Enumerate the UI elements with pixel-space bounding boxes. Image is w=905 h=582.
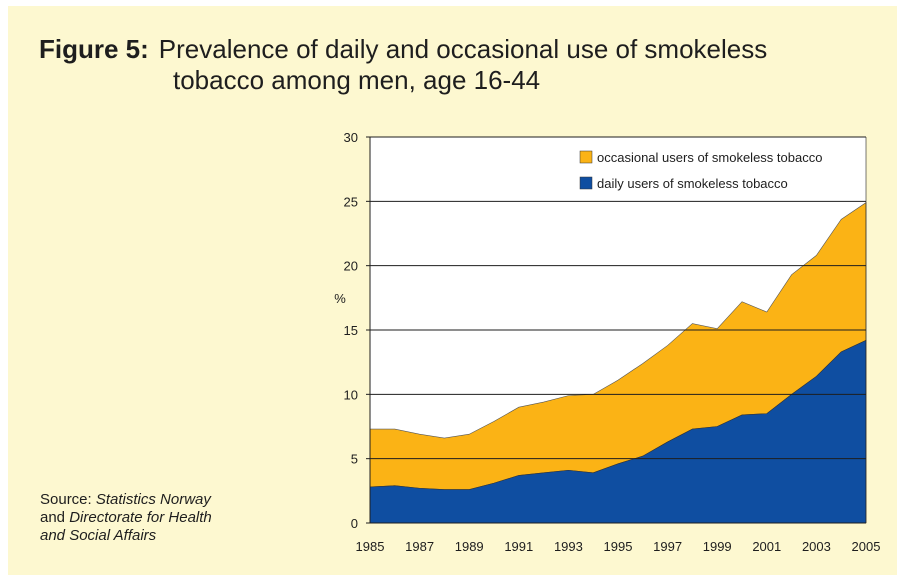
figure-title-line2: tobacco among men, age 16-44 — [173, 65, 541, 95]
legend-label: occasional users of smokeless tobacco — [597, 150, 822, 165]
x-tick-label: 1993 — [554, 539, 583, 554]
x-tick-label: 2005 — [852, 539, 881, 554]
y-tick-labels: 0 5 10 15 20 25 30 — [344, 130, 358, 531]
source-and: and — [40, 509, 66, 526]
x-tick-label: 1989 — [455, 539, 484, 554]
axes — [366, 136, 867, 524]
y-tick-label: 30 — [344, 130, 358, 145]
y-tick-label: 10 — [344, 387, 358, 402]
y-tick-label: 25 — [344, 194, 358, 209]
figure-title: Figure 5: Prevalence of daily and occasio… — [39, 34, 767, 96]
source-note: Source: Statistics Norway and Directorat… — [40, 491, 212, 545]
x-tick-label: 1987 — [405, 539, 434, 554]
x-tick-label: 2001 — [752, 539, 781, 554]
legend-swatch — [579, 176, 593, 190]
source-org2-line2: and Social Affairs — [40, 527, 157, 544]
y-tick-label: 15 — [344, 323, 358, 338]
y-tick-label: 5 — [351, 452, 358, 467]
gridlines — [370, 136, 866, 460]
y-axis-label: % — [334, 291, 346, 306]
x-tick-label: 1991 — [504, 539, 533, 554]
x-tick-label: 1995 — [604, 539, 633, 554]
source-org2-line1: Directorate for Health — [69, 509, 212, 526]
y-tick-label: 20 — [344, 259, 358, 274]
x-tick-label: 2003 — [802, 539, 831, 554]
area-daily-users — [369, 339, 867, 524]
figure-title-line1: Prevalence of daily and occasional use o… — [158, 34, 768, 64]
y-tick-label: 0 — [351, 516, 358, 531]
figure-label: Figure 5: — [39, 34, 149, 64]
x-tick-label: 1999 — [703, 539, 732, 554]
legend-label: daily users of smokeless tobacco — [597, 176, 788, 191]
source-prefix: Source: — [40, 491, 96, 508]
x-tick-labels: 1985 1987 1989 1991 1993 1995 1997 1999 2001 2003… — [356, 539, 881, 554]
x-tick-label: 1997 — [653, 539, 682, 554]
legend: occasional users of smokeless tobacco dai… — [579, 150, 822, 191]
x-tick-label: 1985 — [356, 539, 385, 554]
source-org1: Statistics Norway — [95, 491, 211, 508]
legend-swatch — [579, 150, 593, 164]
